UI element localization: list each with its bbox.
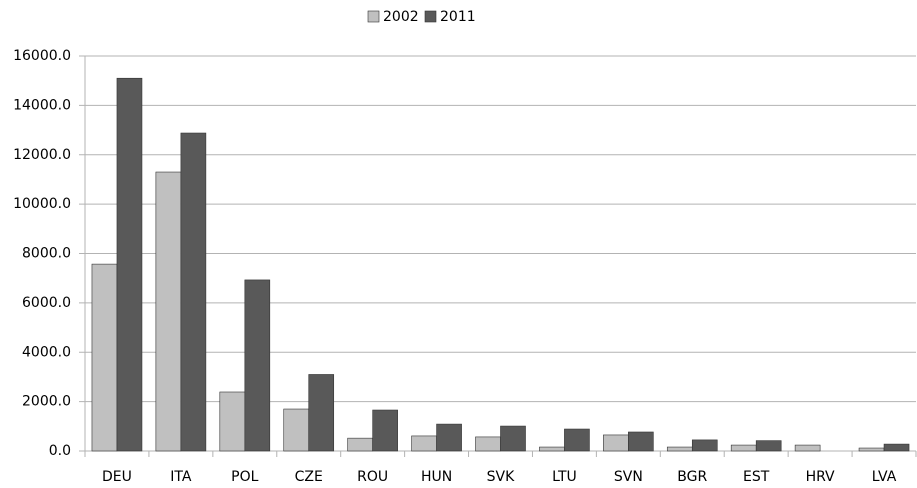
y-tick-label: 8000.0 (22, 246, 71, 262)
bar (308, 374, 335, 452)
bar (603, 434, 629, 452)
x-tick-label: EST (743, 469, 770, 485)
legend-swatch (424, 10, 437, 23)
y-tick-label: 12000.0 (13, 147, 71, 163)
bar (475, 436, 501, 452)
legend-label: 2011 (440, 9, 476, 25)
x-tick-label: ITA (170, 469, 192, 485)
y-tick-label: 14000.0 (13, 97, 71, 113)
bar (155, 171, 182, 452)
x-tick-label: HUN (421, 469, 452, 485)
y-tick-label: 6000.0 (22, 295, 71, 311)
x-tick-label: LVA (872, 469, 897, 485)
bar (666, 446, 693, 452)
x-tick-label: LTU (552, 469, 577, 485)
bar (116, 77, 143, 452)
x-tick-label: ROU (357, 469, 388, 485)
bar (564, 428, 590, 452)
bar (794, 444, 821, 452)
x-tick-label: SVK (487, 469, 515, 485)
bar (691, 439, 718, 452)
bar (411, 435, 437, 452)
x-tick-label: CZE (295, 469, 323, 485)
bar (883, 443, 910, 452)
x-tick-label: DEU (102, 469, 132, 485)
y-tick-label: 4000.0 (22, 344, 71, 360)
bar (91, 263, 118, 452)
x-tick-label: BGR (677, 469, 707, 485)
bar (372, 409, 398, 452)
x-tick-label: HRV (806, 469, 835, 485)
y-tick-label: 2000.0 (22, 394, 71, 410)
bar (628, 431, 654, 452)
bar (755, 440, 782, 452)
bar (244, 279, 271, 452)
bar (730, 444, 757, 452)
bar (858, 447, 885, 452)
bar (283, 408, 310, 452)
bar (180, 132, 207, 452)
bar (436, 423, 462, 452)
legend-label: 2002 (383, 9, 419, 25)
x-tick-label: POL (231, 469, 258, 485)
bar (500, 425, 526, 452)
y-tick-label: 10000.0 (13, 196, 71, 212)
y-tick-label: 0.0 (49, 443, 71, 459)
bar (347, 437, 373, 452)
x-tick-label: SVN (614, 469, 643, 485)
y-tick-label: 16000.0 (13, 48, 71, 64)
bar (539, 446, 565, 452)
legend-swatch (367, 10, 380, 23)
bar (219, 391, 246, 452)
